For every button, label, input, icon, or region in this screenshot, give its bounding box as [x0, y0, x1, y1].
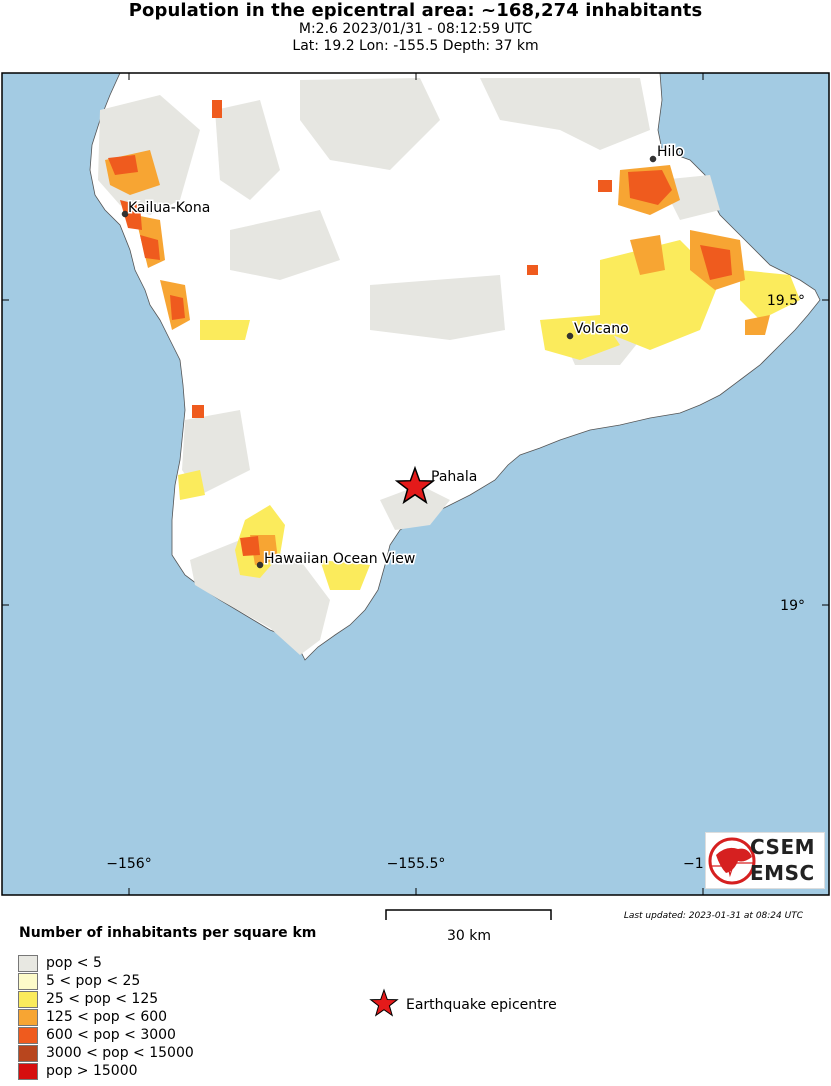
legend-label: 125 < pop < 600 [46, 1009, 168, 1025]
legend-label: pop < 5 [46, 955, 102, 971]
legend-swatch [18, 990, 38, 1008]
logo-text-emsc: EMSC [750, 861, 815, 885]
legend-title: Number of inhabitants per square km [19, 925, 317, 941]
legend-label: 3000 < pop < 15000 [46, 1045, 194, 1061]
lon-label-3: −1 [683, 856, 704, 872]
last-updated: Last updated: 2023-01-31 at 08:24 UTC [623, 911, 803, 921]
legend-epicenter-star [369, 988, 399, 1017]
lon-label-1: −156° [106, 856, 151, 872]
globe-icon [708, 837, 756, 885]
legend-item: 125 < pop < 600 [18, 1008, 167, 1026]
legend-item: 3000 < pop < 15000 [18, 1044, 194, 1062]
hilo-marker [649, 155, 657, 163]
lat-label-1: 19.5° [767, 293, 805, 309]
epicenter-star [394, 465, 436, 505]
hawaiian-ocean-view-marker [256, 561, 264, 569]
legend-label: 600 < pop < 3000 [46, 1027, 176, 1043]
event-location: Lat: 19.2 Lon: -155.5 Depth: 37 km [292, 38, 539, 54]
legend-item: pop < 5 [18, 954, 102, 972]
low-density-areas [98, 78, 720, 655]
scale-label: 30 km [446, 928, 491, 944]
kailua-kona-marker [121, 210, 129, 218]
logo-text-csem: CSEM [750, 835, 816, 859]
place-label-kailua-kona: Kailua-Kona [128, 200, 210, 216]
place-label-hilo: Hilo [657, 144, 684, 160]
event-info: M:2.6 2023/01/31 - 08:12:59 UTC [298, 21, 533, 37]
scale-bar [385, 909, 552, 920]
legend-swatch [18, 1026, 38, 1044]
lon-label-2: −155.5° [387, 856, 446, 872]
place-label-volcano: Volcano [574, 321, 629, 337]
legend-swatch [18, 1062, 38, 1080]
legend-swatch [18, 972, 38, 990]
graticule-ticks [2, 73, 829, 895]
legend-item: pop > 15000 [18, 1062, 138, 1080]
epicentre-legend-label: Earthquake epicentre [406, 997, 557, 1013]
place-label-pahala: Pahala [431, 469, 477, 485]
emsc-logo: CSEM EMSC [705, 832, 825, 889]
lat-label-2: 19° [780, 598, 805, 614]
place-label-hawaiian-ocean-view: Hawaiian Ocean View [264, 551, 415, 567]
legend-swatch [18, 1008, 38, 1026]
legend-item: 600 < pop < 3000 [18, 1026, 176, 1044]
volcano-marker [566, 332, 574, 340]
legend-item: 5 < pop < 25 [18, 972, 140, 990]
legend-swatch [18, 954, 38, 972]
legend-label: pop > 15000 [46, 1063, 138, 1079]
epicentre-legend: Earthquake epicentre [370, 992, 557, 1018]
very-high-density-areas [108, 100, 732, 556]
legend-label: 25 < pop < 125 [46, 991, 159, 1007]
legend-swatch [18, 1044, 38, 1062]
legend-item: 25 < pop < 125 [18, 990, 158, 1008]
legend-label: 5 < pop < 25 [46, 973, 141, 989]
map-title: Population in the epicentral area: ~168,… [128, 0, 703, 21]
